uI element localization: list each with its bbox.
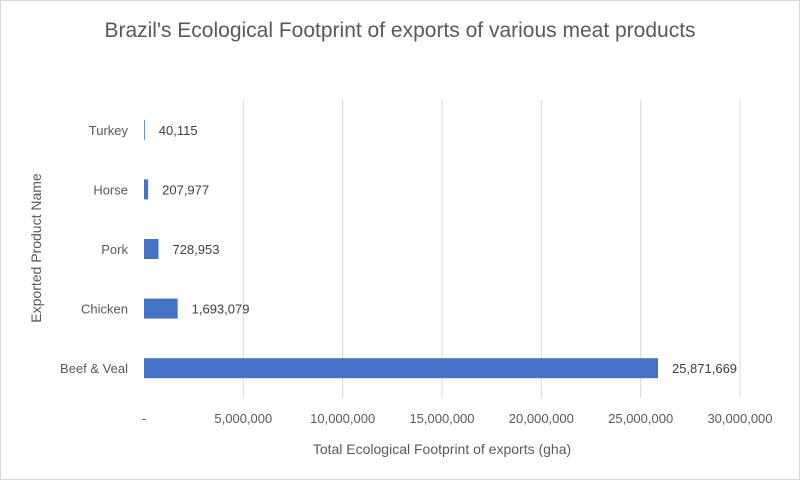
bar: [144, 358, 658, 379]
bar: [144, 298, 178, 319]
x-axis-title: Total Ecological Footprint of exports (g…: [313, 441, 571, 457]
y-category-label: Turkey: [89, 123, 129, 138]
bar: [144, 119, 145, 140]
data-label: 1,693,079: [192, 302, 250, 317]
bar: [144, 239, 159, 259]
data-label: 40,115: [159, 123, 198, 138]
y-axis-title: Exported Product Name: [28, 173, 44, 323]
x-tick-label: -: [142, 411, 146, 426]
labels: - 5,000,000 10,000,000 15,000,000 20,000,000…: [60, 123, 772, 426]
x-tick-label: 30,000,000: [707, 411, 772, 426]
y-category-label: Pork: [101, 242, 128, 257]
x-tick-label: 10,000,000: [310, 411, 375, 426]
data-label: 25,871,669: [672, 361, 737, 376]
bars: [144, 119, 658, 379]
x-tick-label: 5,000,000: [214, 411, 272, 426]
x-tick-label: 15,000,000: [409, 411, 474, 426]
y-category-label: Beef & Veal: [60, 361, 128, 376]
y-category-label: Chicken: [81, 302, 128, 317]
data-label: 728,953: [172, 242, 219, 257]
x-tick-label: 20,000,000: [509, 411, 574, 426]
bar: [144, 179, 149, 200]
y-category-label: Horse: [93, 182, 128, 197]
chart-title: Brazil's Ecological Footprint of exports…: [104, 19, 696, 42]
gridlines: [242, 100, 741, 398]
x-tick-label: 25,000,000: [608, 411, 673, 426]
data-label: 207,977: [162, 182, 209, 197]
